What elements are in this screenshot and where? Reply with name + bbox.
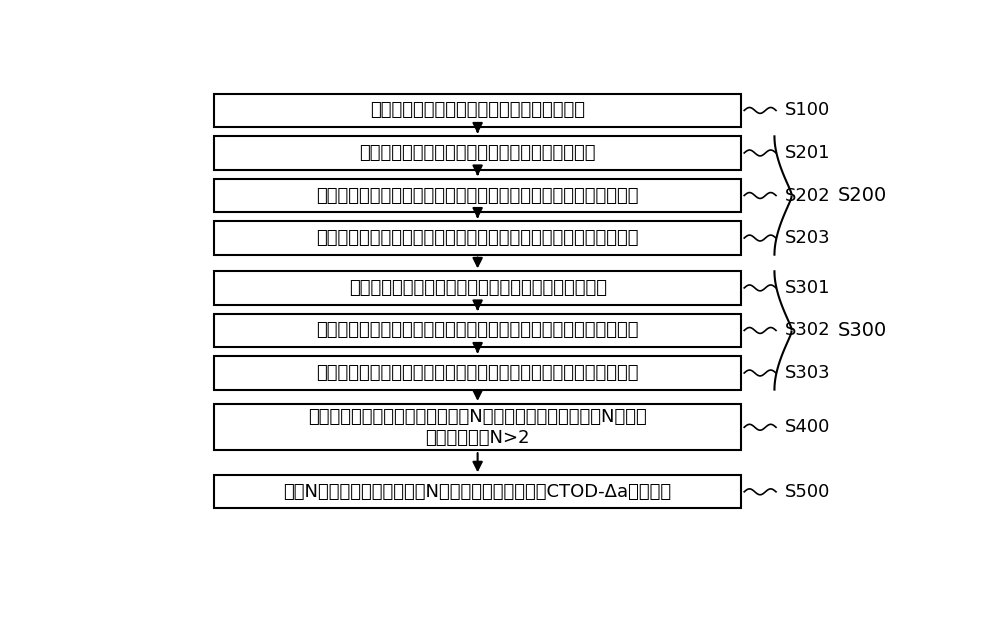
- Text: 对一次待测金属进行三点弯曲试验，得到二次待测金属: 对一次待测金属进行三点弯曲试验，得到二次待测金属: [349, 279, 607, 297]
- Text: 根据二次固化模确定二次裂纹尖端张开位移以及二次裂纹长度变化量: 根据二次固化模确定二次裂纹尖端张开位移以及二次裂纹长度变化量: [316, 364, 639, 382]
- FancyBboxPatch shape: [214, 314, 741, 347]
- Text: S302: S302: [785, 321, 831, 340]
- Text: S300: S300: [838, 321, 887, 340]
- Text: 根据一次固化模确定一次裂纹尖端张开位移以及一次裂纹长度变化量: 根据一次固化模确定一次裂纹尖端张开位移以及一次裂纹长度变化量: [316, 229, 639, 247]
- Text: 连续进行三点弯曲试验，直至得到N次裂纹尖端张开位移以及N次裂纹
长度变化量，N>2: 连续进行三点弯曲试验，直至得到N次裂纹尖端张开位移以及N次裂纹 长度变化量，N>…: [308, 408, 647, 446]
- Text: 向二次待测金属的裂缝处进行二次固化液灌注处理，得到二次固化模: 向二次待测金属的裂缝处进行二次固化液灌注处理，得到二次固化模: [316, 321, 639, 340]
- Text: 对待测金属进行三点弯曲试验，得到一次待测金属: 对待测金属进行三点弯曲试验，得到一次待测金属: [359, 144, 596, 162]
- Text: S200: S200: [838, 186, 887, 205]
- Text: 向一次待测金属的裂缝处进行一次固化液灌注处理，得到一次固化模: 向一次待测金属的裂缝处进行一次固化液灌注处理，得到一次固化模: [316, 187, 639, 204]
- FancyBboxPatch shape: [214, 137, 741, 170]
- Text: S100: S100: [785, 102, 831, 119]
- Text: S201: S201: [785, 144, 831, 162]
- FancyBboxPatch shape: [214, 356, 741, 390]
- FancyBboxPatch shape: [214, 475, 741, 509]
- Text: S400: S400: [785, 418, 831, 436]
- FancyBboxPatch shape: [214, 94, 741, 127]
- Text: S500: S500: [785, 483, 831, 501]
- FancyBboxPatch shape: [214, 271, 741, 305]
- FancyBboxPatch shape: [214, 222, 741, 255]
- Text: 对待评估金属进行切割预处理，得到待测金属: 对待评估金属进行切割预处理，得到待测金属: [370, 102, 585, 119]
- Text: S303: S303: [785, 364, 831, 382]
- Text: S203: S203: [785, 229, 831, 247]
- FancyBboxPatch shape: [214, 404, 741, 450]
- Text: 根据N个裂纹尖端张开位移与N个裂纹长度变化量得到CTOD-Δa阻力曲线: 根据N个裂纹尖端张开位移与N个裂纹长度变化量得到CTOD-Δa阻力曲线: [284, 483, 672, 501]
- Text: S202: S202: [785, 187, 831, 204]
- Text: S301: S301: [785, 279, 831, 297]
- FancyBboxPatch shape: [214, 179, 741, 212]
